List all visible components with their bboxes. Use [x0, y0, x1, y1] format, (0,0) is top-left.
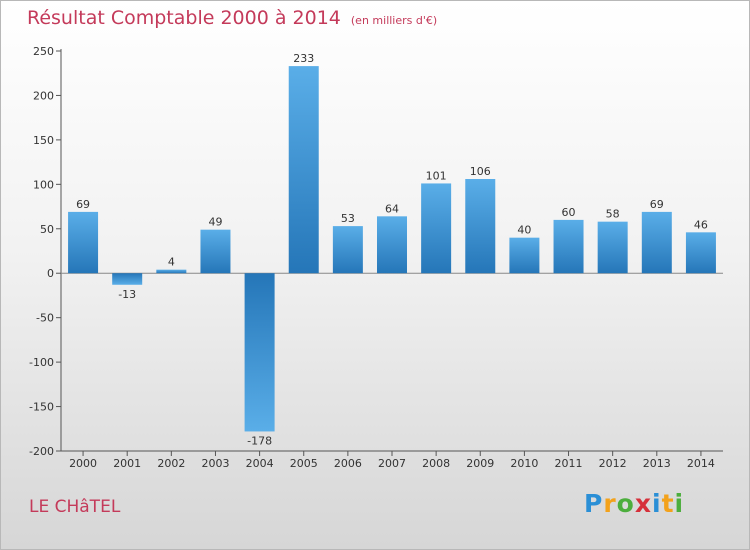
value-label-2009: 106 [470, 165, 491, 178]
logo-letter: i [674, 489, 685, 518]
x-tick-label: 2004 [246, 457, 274, 470]
chart-unit-text: (en milliers d'€) [350, 14, 438, 27]
value-label-2010: 40 [517, 224, 531, 237]
bar-2006 [332, 226, 363, 274]
y-tick-label: -150 [29, 401, 54, 414]
value-label-2004: -178 [247, 434, 272, 447]
bar-2007 [377, 216, 407, 274]
logo-letter: P [584, 489, 604, 518]
x-tick-label: 2000 [69, 457, 97, 470]
place-name: LE CHâTEL [29, 497, 121, 517]
value-label-2001: -13 [118, 288, 136, 301]
value-label-2013: 69 [650, 198, 664, 211]
bar-2013 [641, 211, 672, 274]
x-tick-label: 2012 [599, 457, 627, 470]
y-tick-label: 250 [33, 45, 54, 58]
value-label-2012: 58 [606, 208, 620, 221]
x-tick-label: 2001 [113, 457, 141, 470]
logo-letter: r [603, 489, 617, 518]
x-tick-label: 2009 [466, 457, 494, 470]
bar-2005 [288, 66, 319, 274]
value-label-2005: 233 [293, 52, 314, 65]
x-tick-label: 2014 [687, 457, 715, 470]
bar-2010 [509, 237, 540, 274]
bar-2001 [112, 273, 143, 285]
bar-2003 [200, 229, 231, 274]
logo-letter: o [616, 489, 635, 518]
y-tick-label: 200 [33, 89, 54, 102]
value-label-2007: 64 [385, 202, 399, 215]
x-tick-label: 2007 [378, 457, 406, 470]
y-tick-label: 150 [33, 134, 54, 147]
chart-title-text: Résultat Comptable 2000 à 2014 [27, 7, 341, 29]
x-tick-label: 2010 [510, 457, 538, 470]
bar-2014 [685, 232, 716, 274]
y-tick-label: -100 [29, 356, 54, 369]
y-tick-label: 100 [33, 178, 54, 191]
bar-2012 [597, 221, 628, 274]
bar-2009 [465, 179, 496, 274]
logo-letter: x [634, 489, 652, 518]
x-tick-label: 2011 [555, 457, 583, 470]
x-tick-label: 2005 [290, 457, 318, 470]
value-label-2011: 60 [562, 206, 576, 219]
value-label-2006: 53 [341, 212, 355, 225]
bar-2011 [553, 219, 584, 274]
x-tick-label: 2006 [334, 457, 362, 470]
chart-title: Résultat Comptable 2000 à 2014 (en millie… [27, 7, 437, 29]
x-tick-label: 2013 [643, 457, 671, 470]
x-tick-label: 2002 [157, 457, 185, 470]
x-tick-label: 2003 [201, 457, 229, 470]
bar-2000 [68, 211, 99, 274]
bar-2004 [244, 273, 275, 432]
y-tick-label: -200 [29, 445, 54, 458]
value-label-2014: 46 [694, 218, 708, 231]
logo-letter: i [652, 489, 662, 518]
x-tick-label: 2008 [422, 457, 450, 470]
value-label-2000: 69 [76, 198, 90, 211]
value-label-2002: 4 [168, 256, 175, 269]
y-tick-label: 50 [40, 223, 54, 236]
logo-letter: t [661, 489, 675, 518]
bar-2008 [421, 183, 452, 274]
y-tick-label: -50 [36, 312, 54, 325]
value-label-2008: 101 [426, 169, 447, 182]
value-label-2003: 49 [208, 216, 222, 229]
proxiti-logo: Proxiti [584, 489, 684, 518]
y-tick-label: 0 [47, 267, 54, 280]
bar-2002 [156, 269, 187, 274]
